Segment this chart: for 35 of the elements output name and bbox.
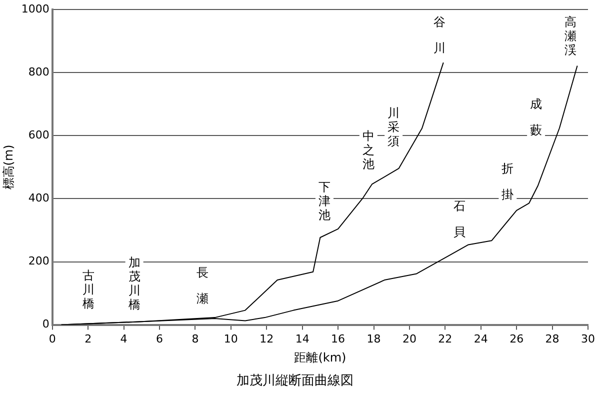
y-axis-title: 標高(m) [1, 144, 16, 190]
x-tick-label: 4 [120, 332, 128, 346]
x-tick-label: 24 [474, 332, 488, 346]
annotation: 成藪 [530, 96, 542, 137]
annotation: 高瀬渓 [564, 14, 576, 57]
y-tick-label: 0 [42, 318, 50, 331]
x-tick-label: 8 [192, 332, 199, 346]
x-tick-label: 20 [402, 332, 416, 346]
annotation: 下津池 [318, 180, 330, 222]
y-tick-label: 200 [28, 254, 50, 268]
x-tick-label: 6 [156, 332, 164, 346]
x-tick-label: 18 [366, 332, 381, 346]
x-tick-label: 12 [260, 332, 274, 346]
annotation: 川采須 [388, 106, 400, 148]
text: 加茂川縦断面曲線図 [236, 374, 354, 389]
x-axis-title: 距離(km) [294, 350, 346, 364]
x-tick-label: 30 [581, 332, 595, 346]
x-tick-label: 16 [331, 332, 346, 346]
annotation: 加茂川橋 [128, 255, 140, 312]
annotation: 谷川 [434, 14, 446, 55]
annotation: 長瀬 [196, 265, 208, 306]
x-tick-label: 2 [84, 332, 92, 346]
x-tick-label: 26 [510, 332, 524, 346]
y-tick-label: 800 [28, 66, 50, 78]
x-tick-label: 28 [545, 332, 560, 346]
y-tick-label: 1000 [21, 2, 50, 16]
annotation: 古川橋 [82, 268, 94, 311]
annotation: 折掛 [502, 161, 514, 202]
y-tick-label: 600 [28, 128, 50, 142]
x-tick-label: 14 [295, 332, 310, 346]
y-tick-label: 400 [28, 192, 50, 205]
annotation: 中之池 [362, 129, 374, 172]
x-tick-label: 22 [438, 332, 452, 346]
x-tick-label: 10 [224, 332, 238, 346]
annotation: 石貝 [453, 198, 466, 239]
